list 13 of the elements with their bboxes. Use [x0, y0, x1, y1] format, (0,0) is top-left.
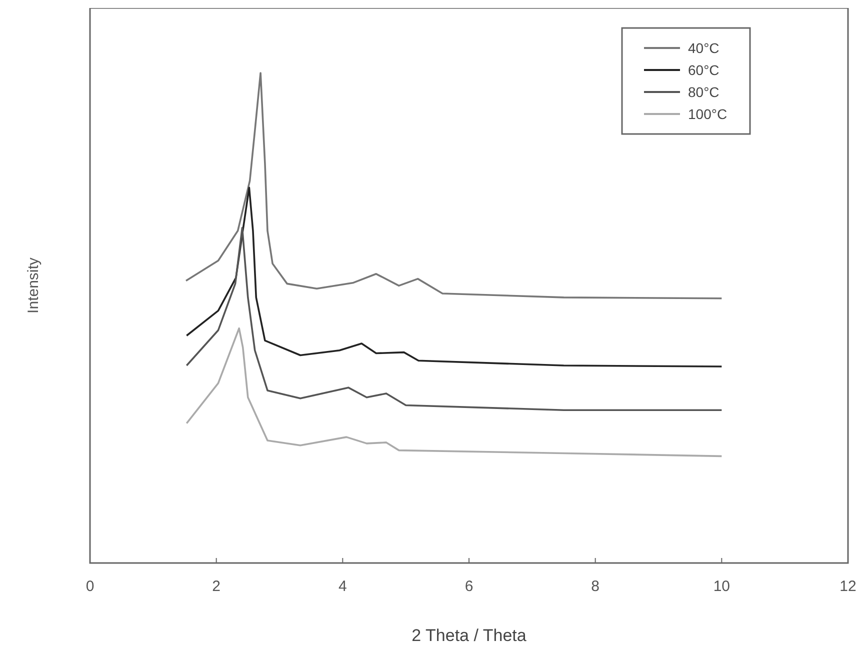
x-tick-label: 8	[591, 578, 600, 595]
x-tick-label: 12	[840, 578, 856, 595]
legend-label: 60°C	[688, 62, 720, 78]
x-tick-label: 4	[338, 578, 347, 595]
x-tick-label: 10	[713, 578, 730, 595]
legend-label: 100°C	[688, 106, 728, 122]
x-tick-label: 0	[86, 578, 94, 595]
x-tick-label: 2	[212, 578, 221, 595]
y-axis-title: Intensity	[25, 257, 42, 314]
x-axis-title: 2 Theta / Theta	[412, 626, 527, 645]
legend-label: 40°C	[688, 40, 720, 56]
x-tick-label: 6	[464, 578, 474, 595]
legend-label: 80°C	[688, 84, 720, 100]
